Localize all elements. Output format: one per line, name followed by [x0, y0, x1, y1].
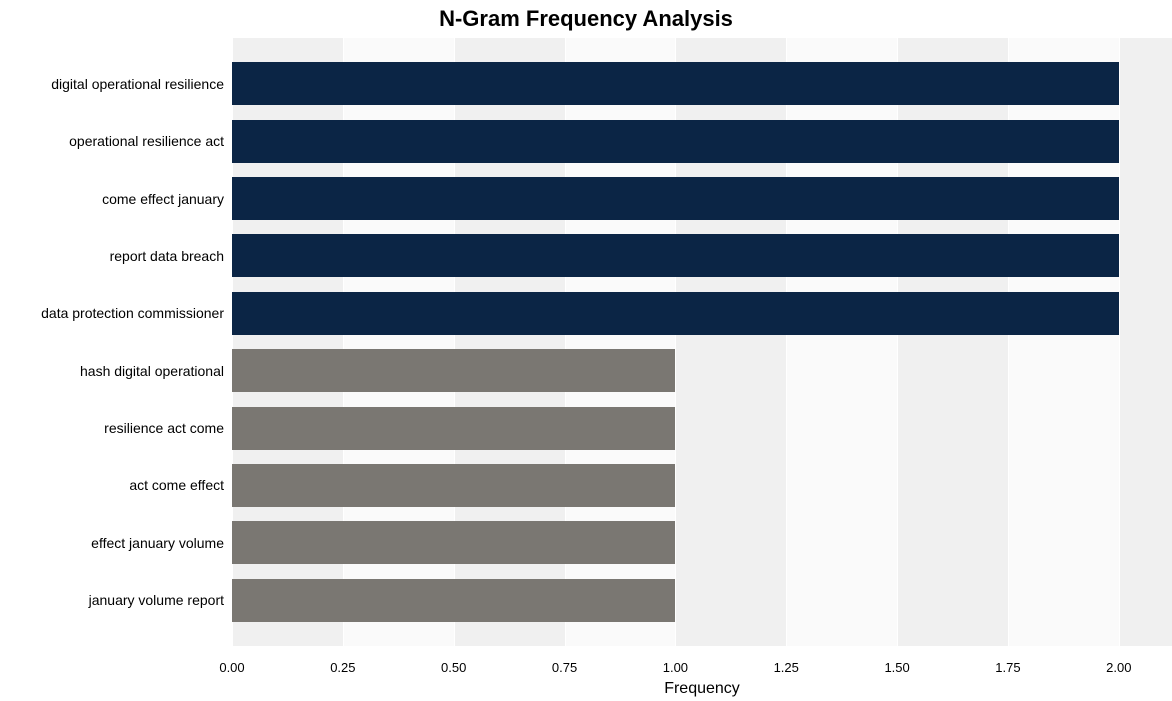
y-tick-label: january volume report [89, 592, 232, 608]
y-tick-label: operational resilience act [69, 133, 232, 149]
bar-row [232, 464, 1172, 507]
y-tick-label: digital operational resilience [51, 76, 232, 92]
x-tick-label: 0.50 [441, 646, 466, 675]
y-tick-label: come effect january [102, 191, 232, 207]
bar-row [232, 407, 1172, 450]
plot-area: 0.000.250.500.751.001.251.501.752.00digi… [232, 38, 1172, 646]
bar [232, 464, 675, 507]
bar-row [232, 120, 1172, 163]
x-tick-label: 0.25 [330, 646, 355, 675]
chart-title: N-Gram Frequency Analysis [0, 6, 1172, 32]
bar [232, 521, 675, 564]
bar [232, 177, 1119, 220]
x-tick-label: 1.00 [663, 646, 688, 675]
ngram-frequency-chart: N-Gram Frequency Analysis 0.000.250.500.… [0, 0, 1172, 701]
x-tick-label: 0.00 [219, 646, 244, 675]
x-tick-label: 2.00 [1106, 646, 1131, 675]
bar-row [232, 579, 1172, 622]
x-tick-label: 1.75 [995, 646, 1020, 675]
y-tick-label: resilience act come [104, 420, 232, 436]
y-tick-label: act come effect [129, 477, 232, 493]
x-tick-label: 0.75 [552, 646, 577, 675]
bar [232, 62, 1119, 105]
x-tick-label: 1.50 [884, 646, 909, 675]
bar-row [232, 234, 1172, 277]
y-tick-label: report data breach [110, 248, 232, 264]
bar [232, 407, 675, 450]
bar [232, 579, 675, 622]
bar-row [232, 62, 1172, 105]
bar-row [232, 292, 1172, 335]
x-tick-label: 1.25 [774, 646, 799, 675]
y-tick-label: hash digital operational [80, 363, 232, 379]
bar [232, 234, 1119, 277]
bar-row [232, 177, 1172, 220]
bar-row [232, 349, 1172, 392]
y-tick-label: data protection commissioner [41, 305, 232, 321]
bar [232, 349, 675, 392]
x-axis-label: Frequency [232, 680, 1172, 698]
bar [232, 120, 1119, 163]
bar-row [232, 521, 1172, 564]
y-tick-label: effect january volume [91, 535, 232, 551]
bar [232, 292, 1119, 335]
